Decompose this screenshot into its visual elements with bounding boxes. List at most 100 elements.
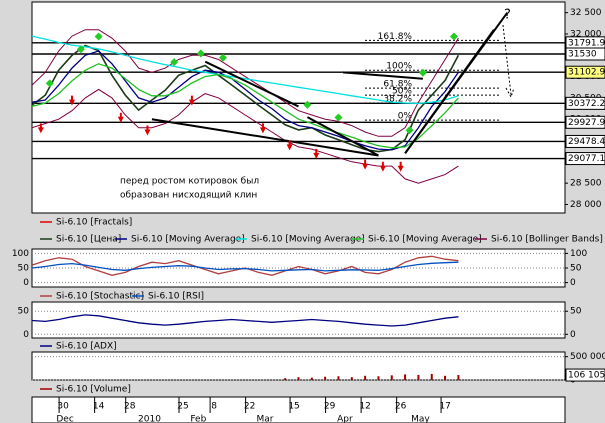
- month-label: Apr: [337, 415, 353, 423]
- fractal-down: [68, 95, 75, 106]
- series-line: [31, 50, 459, 151]
- fractal-up: [76, 45, 85, 54]
- fractal-up: [218, 53, 227, 62]
- fractal-down: [379, 161, 386, 172]
- annotation: ?: [504, 8, 511, 23]
- volume-bar: [297, 377, 300, 380]
- annotation: образован нисходящий клин: [120, 191, 257, 201]
- fibo-label: 161.8%: [378, 32, 413, 42]
- level-tag-bg: [565, 96, 605, 110]
- y-tick-label: 28 000: [570, 200, 602, 210]
- x-tick-label: 25: [177, 402, 188, 412]
- x-tick-label: 15: [288, 402, 299, 412]
- price-panel: [31, 1, 566, 214]
- month-label: Mar: [256, 415, 273, 423]
- y-tick-label: 28 500: [570, 179, 602, 189]
- level-tag-bg: [565, 134, 605, 148]
- fractal-up: [196, 49, 205, 58]
- x-tick-label: 12: [359, 402, 370, 412]
- y-tick-label: 32 000: [570, 29, 602, 39]
- month-label: May: [411, 415, 430, 423]
- x-tick-label: 22: [244, 402, 255, 412]
- x-tick-label: 29: [324, 402, 336, 412]
- fibo-label: 38.2%: [383, 95, 412, 105]
- volume-bar: [430, 373, 433, 380]
- level-tag: 29927.9: [568, 118, 605, 128]
- series-line: [31, 35, 459, 105]
- fibo-label: 50%: [392, 87, 412, 97]
- fractal-up: [405, 126, 414, 135]
- volume-bar: [310, 377, 313, 380]
- bollinger-upper: [31, 29, 459, 137]
- fibo-label: 0%: [398, 112, 413, 122]
- volume-bar: [377, 376, 380, 380]
- level-tag: 31791.9: [568, 38, 605, 48]
- fractal-up: [303, 100, 312, 109]
- y-tick-label: 100: [12, 249, 29, 259]
- fractal-up: [449, 32, 458, 41]
- month-label: Dec: [56, 415, 73, 423]
- fractal-down: [286, 140, 293, 151]
- level-tag: 29077.1: [568, 154, 605, 164]
- level-tag-bg: [565, 47, 605, 61]
- fractal-down: [397, 161, 404, 172]
- legend-label: Si-6.10 [Цена]: [56, 235, 121, 245]
- legend-label: Si-6.10 [RSI]: [148, 292, 204, 302]
- fractal-down: [188, 95, 195, 106]
- annotation: перед ростом котировок был: [120, 177, 259, 187]
- y-tick-label: 0: [570, 330, 576, 340]
- legend-label: Si-6.10 [Moving Average]: [131, 235, 245, 245]
- volume-bar: [444, 375, 447, 380]
- fractal-down: [313, 148, 320, 159]
- fractal-up: [418, 68, 427, 77]
- level-tag-bg: [565, 152, 605, 166]
- level-tag-bg: [565, 65, 605, 79]
- trend-line: [342, 71, 423, 80]
- volume-bar: [324, 376, 327, 380]
- y-tick-label: 0: [570, 278, 576, 288]
- legend-label: Si-6.10 [Bollinger Bands]: [491, 235, 603, 245]
- legend-label: Si-6.10 [Stochastic]: [56, 292, 144, 302]
- volume-bar: [457, 375, 460, 380]
- fibo-label: 61.8%: [383, 80, 412, 90]
- fractal-up: [45, 79, 54, 88]
- trend-line: [404, 29, 495, 154]
- legend-label: Si-6.10 [ADX]: [56, 342, 117, 352]
- fractal-up: [334, 113, 343, 122]
- x-tick-label: 26: [395, 402, 407, 412]
- series-line: [31, 63, 459, 149]
- fractal-down: [37, 123, 44, 134]
- legend-label: Si-6.10 [Fractals]: [56, 218, 132, 228]
- volume-bar: [364, 375, 367, 380]
- level-tag: 31530: [568, 50, 597, 60]
- series-line: [31, 314, 459, 327]
- trend-line: [306, 116, 379, 157]
- date-axis: [31, 396, 566, 423]
- y-tick-label: 0: [23, 330, 29, 340]
- level-tag-bg: [565, 115, 605, 129]
- arrow: [502, 24, 515, 99]
- level-tag: 31102.9: [568, 68, 605, 78]
- fractal-up: [170, 58, 179, 67]
- fractal-down: [144, 125, 151, 136]
- y-tick-label: 32 500: [570, 8, 602, 18]
- x-tick-label: 14: [93, 402, 105, 412]
- value-tag-bg: [565, 368, 605, 382]
- y-tick-label: 100: [570, 249, 587, 259]
- x-tick-label: 30: [57, 402, 69, 412]
- y-tick-label: 500 000: [570, 352, 605, 362]
- y-tick-label: 50: [18, 264, 30, 274]
- volume-bar: [390, 375, 393, 380]
- volume-bar: [284, 378, 287, 380]
- month-label: 2010: [138, 415, 161, 423]
- fractal-down: [362, 159, 369, 170]
- month-label: Feb: [190, 415, 206, 423]
- level-tag: 30372.2: [568, 99, 605, 109]
- x-tick-label: 8: [211, 402, 217, 412]
- series-line: [31, 261, 459, 272]
- legend-label: Si-6.10 [Moving Average]: [368, 235, 482, 245]
- x-tick-label: 28: [124, 402, 136, 412]
- volume-bar: [350, 377, 353, 380]
- fractal-up: [94, 32, 103, 41]
